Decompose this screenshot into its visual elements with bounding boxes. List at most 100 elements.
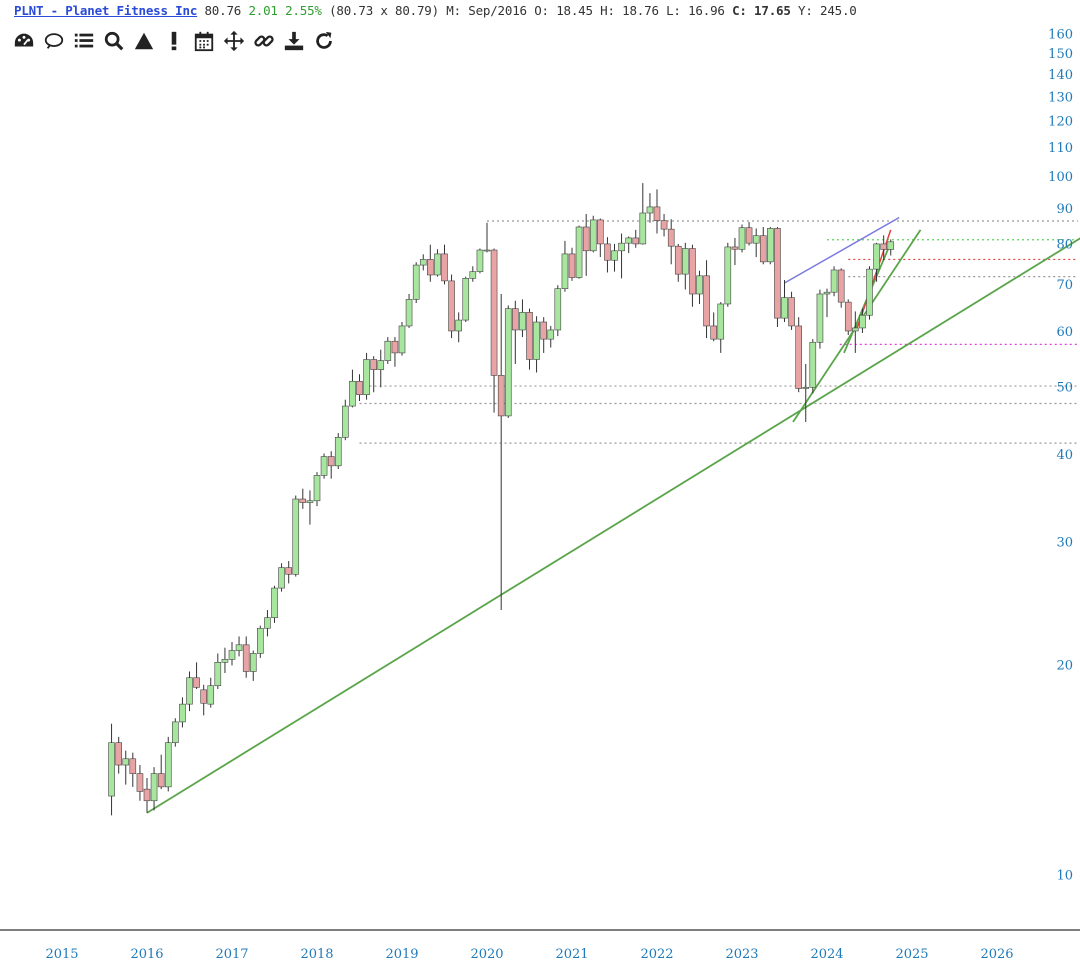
download-icon[interactable]	[282, 28, 306, 54]
trendline	[792, 229, 922, 423]
candle	[717, 302, 725, 353]
candle	[604, 237, 611, 273]
x-tick-label: 2016	[130, 947, 163, 962]
candle	[384, 337, 392, 364]
y-value: 245.0	[820, 3, 857, 18]
candle	[179, 697, 186, 728]
candle-body	[264, 617, 271, 629]
candle-body	[476, 249, 484, 272]
candle-body	[419, 259, 427, 266]
triangle-icon[interactable]	[132, 28, 156, 54]
candle	[632, 229, 640, 248]
candle	[292, 495, 300, 577]
candle-body	[108, 742, 115, 797]
candle-body	[816, 293, 824, 343]
candle-body	[327, 456, 335, 467]
x-tick-label: 2015	[45, 947, 78, 962]
candle-body	[674, 245, 682, 275]
candle	[774, 226, 781, 327]
y-tick-label: 150	[1048, 47, 1073, 62]
candle-body	[242, 644, 250, 672]
candle-body	[214, 662, 222, 687]
candle	[278, 563, 285, 592]
candle-body	[767, 228, 774, 263]
candle-body	[632, 237, 640, 245]
candle-body	[356, 380, 363, 395]
candle-body	[469, 271, 477, 279]
link-icon[interactable]	[252, 28, 276, 54]
candle	[781, 280, 788, 323]
y-tick-label: 110	[1048, 141, 1073, 156]
candle-body	[504, 308, 512, 417]
candle	[731, 237, 739, 266]
candle-body	[115, 742, 122, 766]
y-tick-label: 70	[1056, 278, 1073, 293]
candle	[519, 299, 526, 338]
y-tick-label: 80	[1056, 238, 1073, 253]
candle-body	[774, 228, 781, 319]
move-icon[interactable]	[222, 28, 246, 54]
candle	[427, 244, 434, 282]
search-icon[interactable]	[102, 28, 126, 54]
candle-body	[533, 321, 540, 360]
candle	[639, 183, 647, 245]
candle	[150, 767, 158, 811]
x-tick-label: 2020	[470, 947, 503, 962]
candle	[887, 239, 895, 256]
candle-body	[278, 567, 285, 589]
candle	[320, 453, 328, 479]
calendar-icon[interactable]	[192, 28, 216, 54]
candle	[285, 561, 292, 584]
y-axis: 10 20 30 40 50 60 70 80 90 100 110 120 130 140 150 160	[1048, 27, 1073, 883]
refresh-icon[interactable]	[312, 28, 336, 54]
candle	[589, 215, 597, 253]
candle	[271, 585, 278, 623]
candle-body	[809, 341, 817, 388]
candle	[745, 222, 753, 246]
candle	[434, 249, 441, 277]
candle-body	[554, 288, 562, 331]
trendline	[146, 237, 1080, 814]
candle	[193, 662, 200, 690]
list-icon[interactable]	[72, 28, 96, 54]
candle-body	[646, 206, 654, 214]
candle	[788, 291, 795, 330]
y-label: Y:	[798, 3, 813, 18]
candle-body	[859, 314, 866, 329]
candle-body	[391, 340, 399, 354]
candle	[767, 226, 774, 265]
candle	[724, 242, 732, 307]
candle-body	[384, 340, 392, 361]
candle-body	[625, 237, 632, 244]
y-tick-label: 40	[1056, 448, 1073, 463]
candle	[108, 723, 115, 816]
candle	[122, 750, 130, 785]
open-label: O:	[534, 3, 549, 18]
candle	[880, 235, 887, 261]
candle	[207, 677, 215, 708]
candle	[334, 433, 342, 469]
candle-body	[164, 742, 172, 788]
candle	[264, 610, 271, 637]
candle-body	[342, 405, 349, 438]
candle	[547, 325, 555, 348]
y-tick-label: 160	[1048, 27, 1073, 42]
x-tick-label: 2022	[640, 947, 673, 962]
candle-body	[689, 248, 696, 295]
candle	[561, 240, 569, 292]
candle-body	[703, 275, 710, 327]
candle	[476, 248, 484, 274]
comment-icon[interactable]	[42, 28, 66, 54]
candle	[221, 647, 229, 674]
x-tick-label: 2025	[895, 947, 928, 962]
candle-body	[228, 650, 236, 660]
candle-body	[349, 380, 356, 407]
symbol-link[interactable]: PLNT - Planet Fitness Inc	[14, 3, 198, 18]
dashboard-icon[interactable]	[12, 28, 36, 54]
candle	[738, 224, 746, 253]
candle-body	[427, 259, 434, 276]
candle-body	[547, 329, 555, 340]
exclamation-icon[interactable]	[162, 28, 186, 54]
candle	[462, 276, 470, 323]
